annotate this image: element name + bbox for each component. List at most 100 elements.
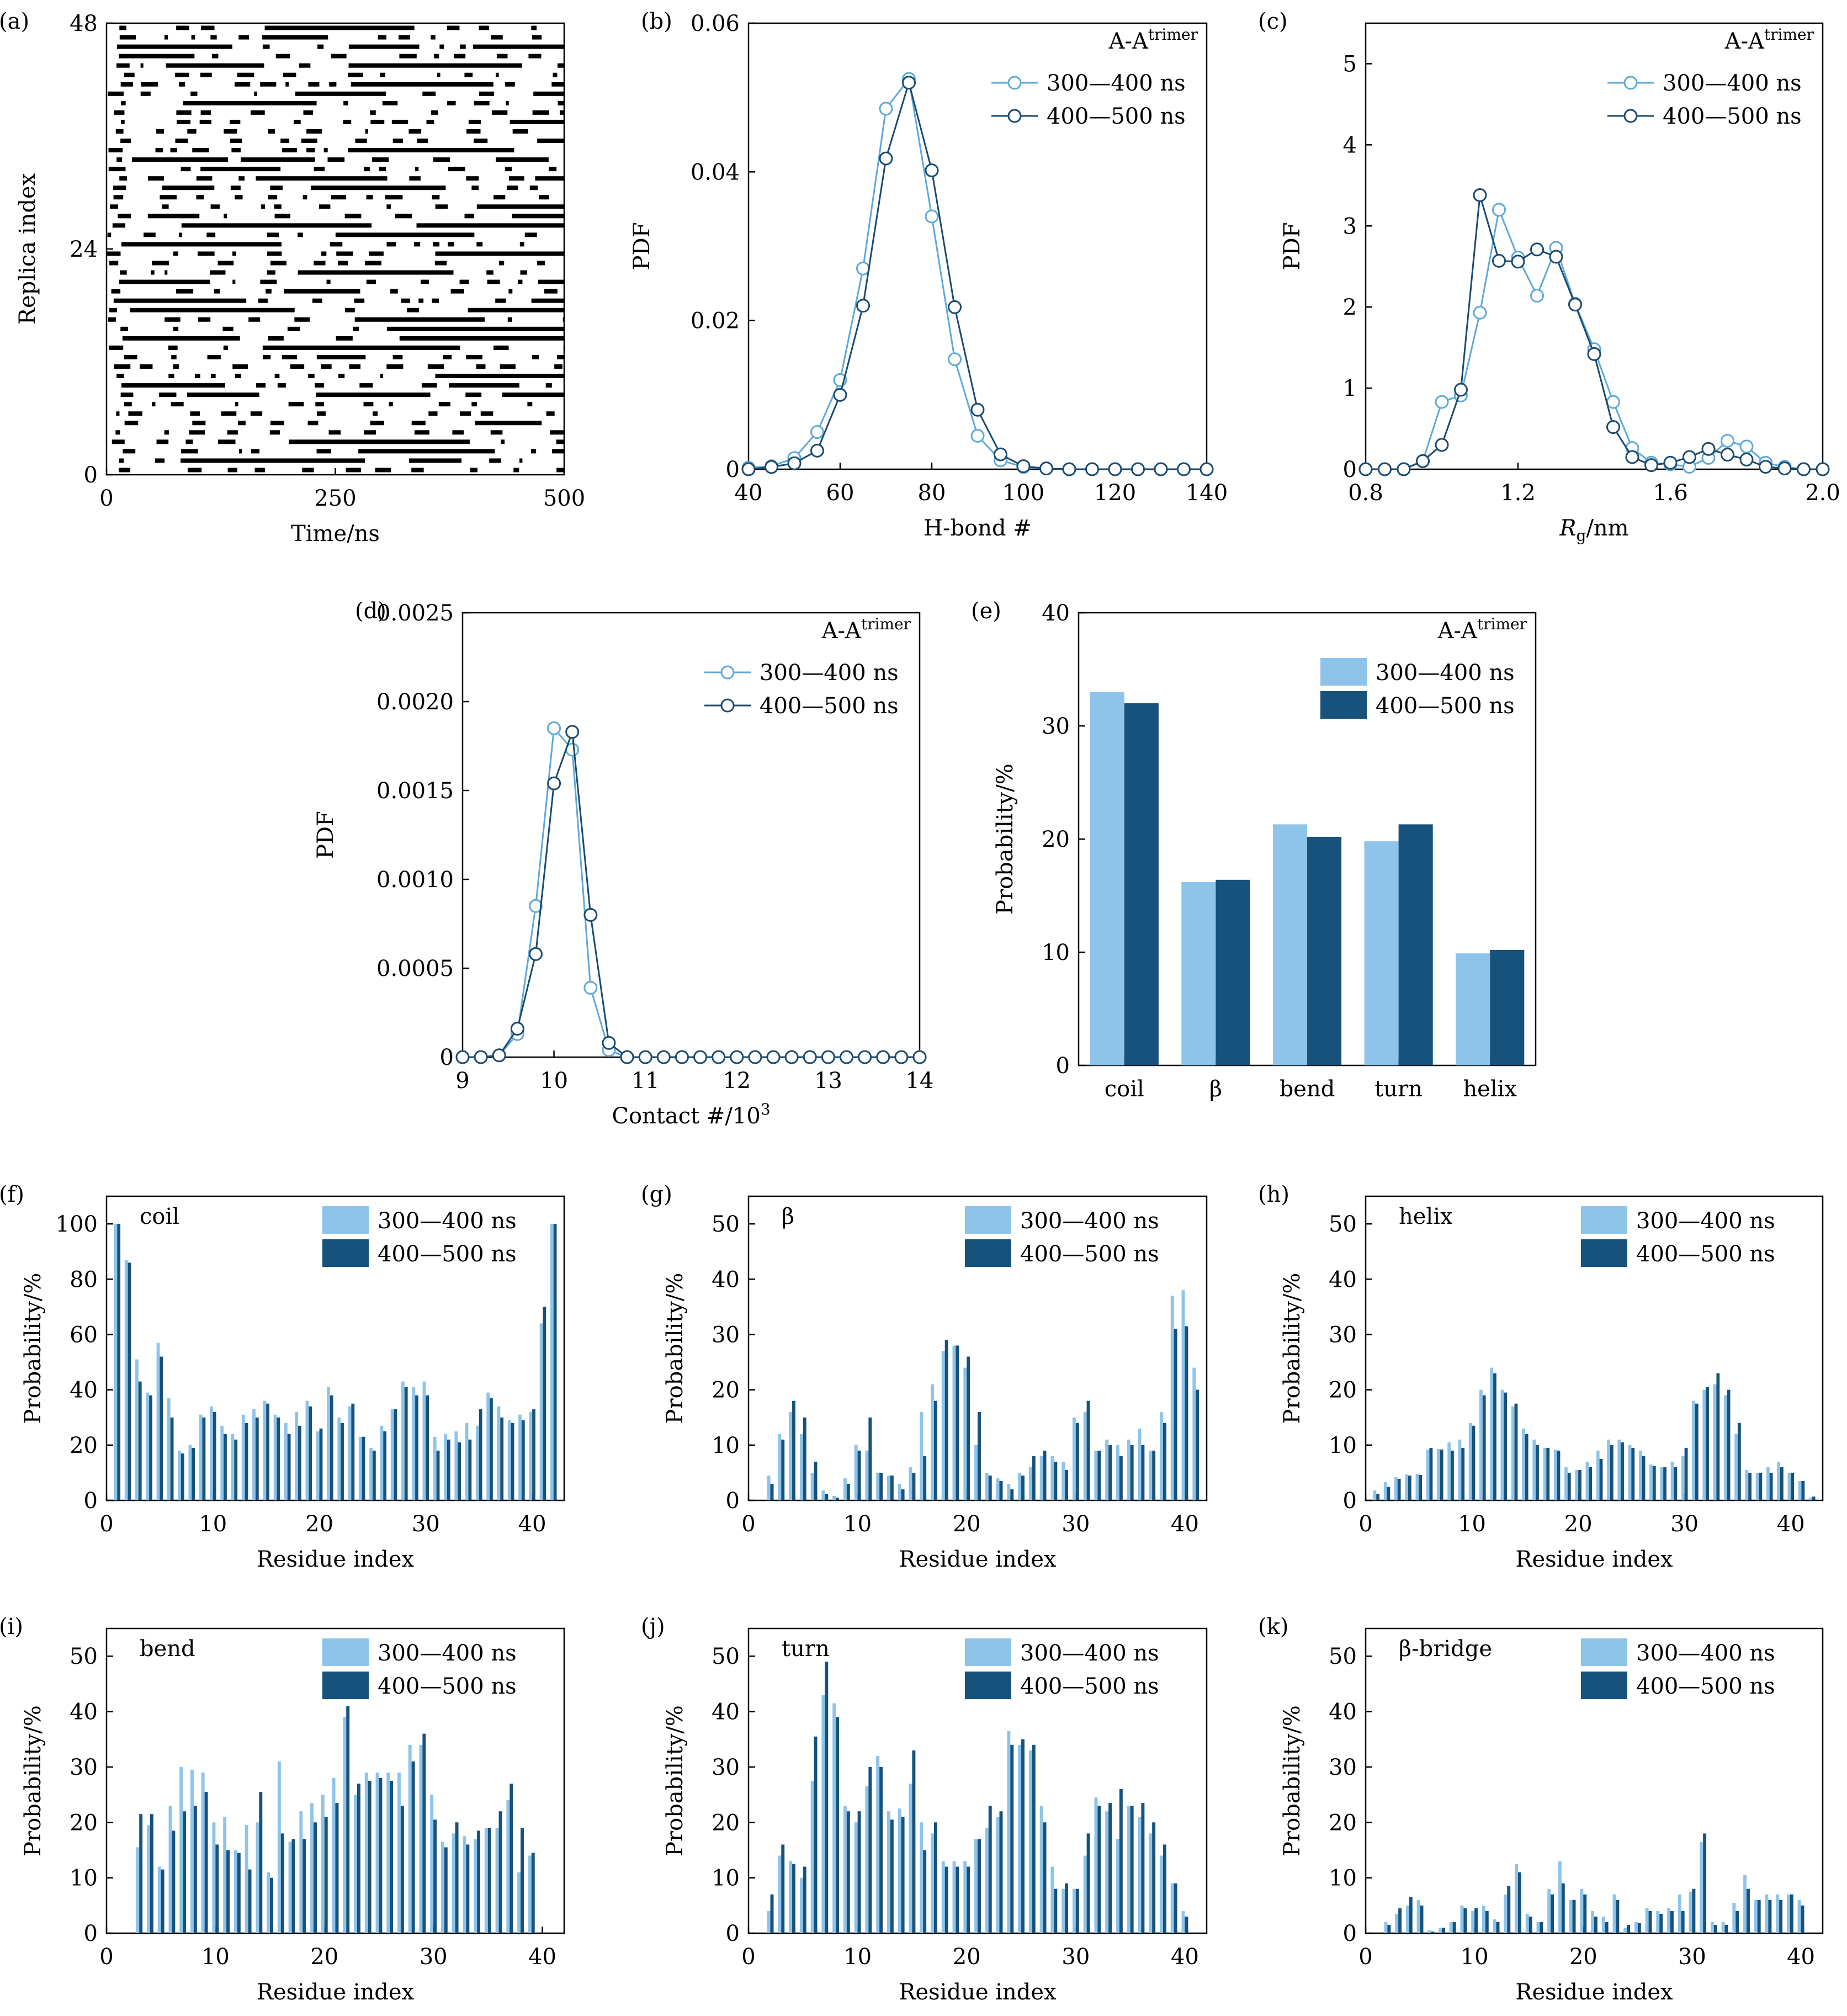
x-tick-label: 30	[1670, 1511, 1699, 1537]
replica-segment	[112, 439, 125, 444]
residue-bar	[379, 1778, 383, 1933]
residue-bar	[789, 1412, 793, 1500]
y-axis-label: Probability/%	[20, 1273, 46, 1424]
y-tick-label: 0	[84, 1488, 98, 1514]
legend-marker-2	[1007, 109, 1022, 123]
residue-bar	[1094, 1797, 1098, 1933]
x-tick-label: 0	[99, 1944, 113, 1970]
replica-segment	[532, 354, 539, 359]
x-tick-label: 40	[1171, 1511, 1199, 1537]
replica-segment	[197, 251, 215, 256]
replica-segment	[212, 54, 219, 59]
residue-bar	[1721, 1922, 1725, 1933]
residue-bar	[1569, 1900, 1573, 1933]
category-label: coil	[1105, 1076, 1144, 1102]
x-tick-label: 20	[953, 1511, 981, 1537]
replica-segment	[248, 317, 261, 322]
residue-bar	[1610, 1445, 1614, 1500]
residue-bar	[495, 1828, 499, 1933]
data-point	[1683, 450, 1696, 464]
replica-segment	[347, 148, 514, 153]
bar	[1398, 824, 1433, 1065]
x-tick-label: 40	[1787, 1944, 1815, 1970]
data-point	[492, 1048, 506, 1063]
residue-bar	[532, 1409, 535, 1500]
replica-segment	[375, 468, 391, 473]
annotation-main: coil	[140, 1204, 179, 1229]
residue-bar	[1094, 1450, 1098, 1500]
replica-segment	[459, 279, 469, 284]
replica-segment	[466, 176, 479, 181]
replica-segment	[464, 72, 473, 77]
residue-bar	[1054, 1461, 1058, 1500]
replica-segment	[207, 354, 221, 359]
replica-segment	[355, 139, 367, 144]
replica-segment	[435, 204, 448, 209]
residue-bar	[1010, 1489, 1014, 1500]
data-point	[1492, 203, 1506, 217]
residue-bar	[168, 1806, 172, 1933]
residue-bar	[1468, 1423, 1472, 1500]
replica-segment	[223, 345, 228, 350]
x-axis-label: Residue index	[899, 1980, 1057, 2005]
y-tick-label: 0	[1056, 1053, 1070, 1079]
residue-bar	[245, 1423, 248, 1500]
residue-bar	[803, 1417, 806, 1500]
replica-segment	[468, 119, 481, 124]
data-point	[925, 163, 939, 178]
residue-bar	[1553, 1449, 1557, 1500]
replica-segment	[331, 54, 347, 59]
x-tick-label: 20	[305, 1511, 333, 1537]
replica-segment	[267, 232, 279, 237]
y-tick-label: 50	[712, 1644, 740, 1669]
residue-bar	[277, 1417, 280, 1500]
residue-bar	[1518, 1872, 1521, 1933]
residue-bar	[912, 1472, 916, 1500]
residue-bar	[201, 1772, 205, 1933]
bar	[1456, 953, 1490, 1065]
residue-bar	[128, 1262, 131, 1500]
replica-segment	[554, 364, 562, 369]
replica-segment	[230, 139, 242, 144]
residue-bar	[506, 1800, 510, 1933]
replica-segment	[173, 251, 178, 256]
residue-bar	[1695, 1403, 1699, 1500]
residue-bar	[1116, 1445, 1119, 1500]
residue-bar	[375, 1772, 379, 1933]
replica-segment	[109, 307, 118, 312]
replica-segment	[450, 289, 464, 294]
residue-bar	[332, 1778, 336, 1933]
replica-segment	[315, 383, 324, 388]
replica-segment	[235, 402, 238, 407]
x-tick-label: 20	[1569, 1944, 1597, 1970]
residue-bar	[1670, 1461, 1674, 1500]
residue-bar	[1387, 1924, 1391, 1933]
x-label-unit: /nm	[1586, 516, 1628, 541]
y-tick-label: 50	[1329, 1212, 1357, 1237]
residue-bar	[1160, 1855, 1163, 1933]
residue-bar	[1485, 1911, 1489, 1933]
residue-bar	[879, 1766, 883, 1933]
replica-segment	[121, 119, 125, 124]
x-label-main: Contact #/10	[612, 1104, 760, 1129]
residue-bar	[1589, 1467, 1593, 1500]
residue-bar	[160, 1356, 163, 1500]
replica-segment	[338, 374, 345, 379]
residue-bar	[1007, 1483, 1011, 1500]
replica-segment	[550, 430, 564, 435]
residue-bar	[412, 1387, 416, 1500]
residue-bar	[1496, 1922, 1500, 1933]
residue-bar	[1398, 1908, 1402, 1933]
residue-bar	[114, 1224, 118, 1500]
replica-segment	[164, 430, 169, 435]
residue-bar	[1409, 1897, 1413, 1933]
y-tick-label: 4	[1343, 132, 1357, 158]
replica-segment	[431, 35, 436, 40]
residue-bar	[865, 1786, 869, 1933]
replica-segment	[108, 317, 116, 322]
replica-segment	[349, 364, 361, 369]
replica-segment	[185, 439, 193, 444]
y-tick-label: 10	[1329, 1433, 1357, 1458]
category-label: turn	[1374, 1076, 1423, 1102]
residue-bar	[1160, 1412, 1163, 1500]
